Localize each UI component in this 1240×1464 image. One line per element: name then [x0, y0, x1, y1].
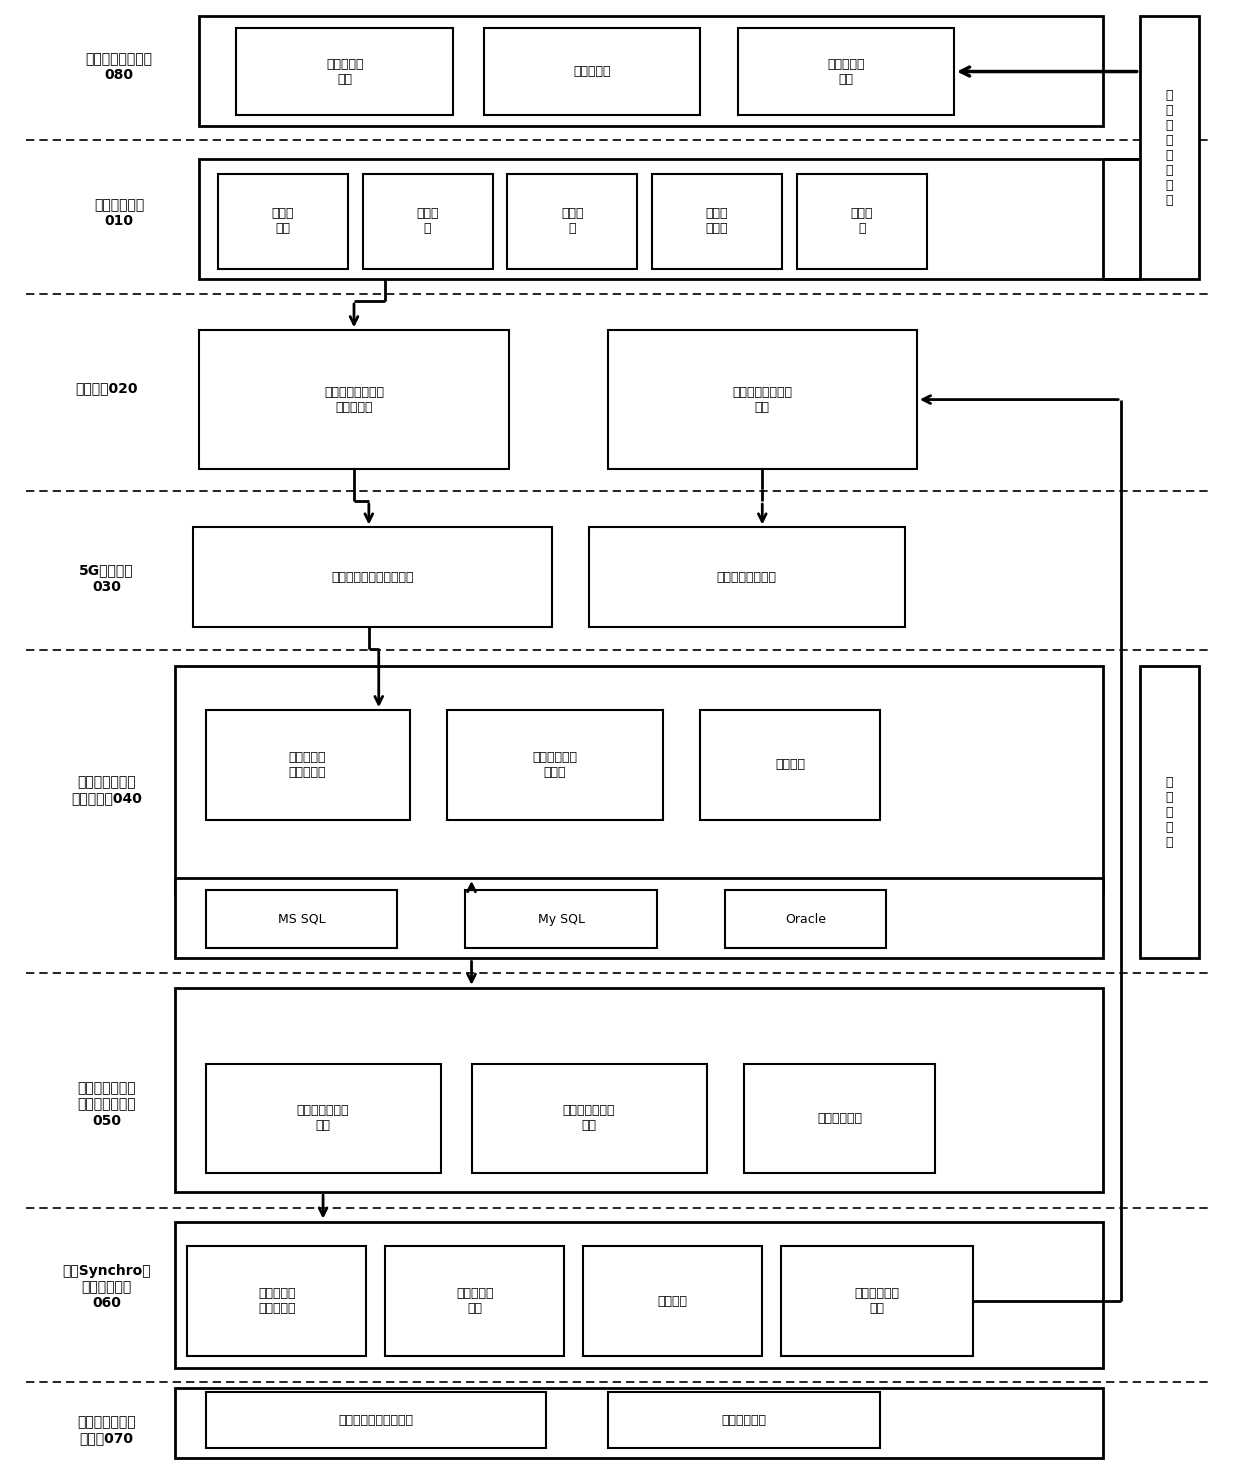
- Text: 路网各段道路信息测量: 路网各段道路信息测量: [339, 1414, 413, 1427]
- Text: 读入交通量
及路网模型: 读入交通量 及路网模型: [258, 1287, 295, 1315]
- Text: 数据库信息自动
读入: 数据库信息自动 读入: [296, 1104, 350, 1133]
- Bar: [206, 710, 409, 820]
- Bar: [206, 1064, 440, 1173]
- Text: 预测结果存储: 预测结果存储: [817, 1113, 862, 1124]
- Text: My SQL: My SQL: [538, 912, 585, 925]
- Bar: [608, 1392, 880, 1448]
- Bar: [200, 16, 1102, 126]
- Text: 训练交通量预测
模型: 训练交通量预测 模型: [563, 1104, 615, 1133]
- Bar: [175, 666, 1102, 893]
- Text: 单
路
口
交
通
信
号
灯: 单 路 口 交 通 信 号 灯: [1166, 88, 1173, 206]
- Bar: [193, 527, 552, 627]
- Bar: [744, 1064, 935, 1173]
- Bar: [218, 174, 347, 269]
- Text: 交通信号控制单元
080: 交通信号控制单元 080: [86, 53, 153, 82]
- Text: 云
端
服
务
器: 云 端 服 务 器: [1166, 776, 1173, 849]
- Text: Oracle: Oracle: [785, 912, 826, 925]
- Text: 区域路网模型建
立单元070: 区域路网模型建 立单元070: [77, 1416, 136, 1445]
- Text: 时间信
息: 时间信 息: [417, 208, 439, 236]
- Text: 仿真计算: 仿真计算: [657, 1294, 688, 1307]
- Bar: [384, 1246, 564, 1356]
- Bar: [206, 1392, 546, 1448]
- Bar: [608, 331, 916, 468]
- Bar: [446, 710, 663, 820]
- Text: 信号灯自动
控制: 信号灯自动 控制: [326, 57, 363, 85]
- Bar: [797, 174, 926, 269]
- Bar: [206, 890, 397, 949]
- Bar: [701, 710, 880, 820]
- Bar: [725, 890, 887, 949]
- Bar: [507, 174, 637, 269]
- Text: 交通量
图像: 交通量 图像: [272, 208, 294, 236]
- Text: 下载仿真计算结果: 下载仿真计算结果: [717, 571, 776, 584]
- Text: 多路口图像
及信息汇总: 多路口图像 及信息汇总: [289, 751, 326, 779]
- Bar: [589, 527, 904, 627]
- Text: 信息采集单元
010: 信息采集单元 010: [94, 198, 144, 228]
- Text: 存储单元020: 存储单元020: [76, 382, 138, 395]
- Text: 仿真计算控制结果
读写: 仿真计算控制结果 读写: [733, 385, 792, 413]
- Text: 基于Synchro的
仿真计算单元
060: 基于Synchro的 仿真计算单元 060: [62, 1263, 151, 1310]
- Bar: [1140, 16, 1199, 280]
- Bar: [200, 160, 1102, 280]
- Bar: [652, 174, 782, 269]
- Text: MS SQL: MS SQL: [278, 912, 325, 925]
- Bar: [781, 1246, 972, 1356]
- Text: 基于深度学习的
交通量预测单元
050: 基于深度学习的 交通量预测单元 050: [77, 1082, 136, 1127]
- Bar: [738, 28, 954, 116]
- Text: 单路口图像及环境
信息自存储: 单路口图像及环境 信息自存储: [324, 385, 384, 413]
- Bar: [583, 1246, 763, 1356]
- Bar: [237, 28, 453, 116]
- Text: 特殊事
件: 特殊事 件: [851, 208, 873, 236]
- Text: 路网模型建立: 路网模型建立: [722, 1414, 766, 1427]
- Bar: [1140, 666, 1199, 959]
- Bar: [175, 878, 1102, 959]
- Text: 环境信
息: 环境信 息: [562, 208, 584, 236]
- Bar: [175, 988, 1102, 1192]
- Text: 及时上传路口信息与图像: 及时上传路口信息与图像: [331, 571, 414, 584]
- Bar: [484, 28, 701, 116]
- Bar: [187, 1246, 366, 1356]
- Bar: [465, 890, 657, 949]
- Text: 数据读写: 数据读写: [775, 758, 805, 772]
- Text: 主要交叉口
筛选: 主要交叉口 筛选: [456, 1287, 494, 1315]
- Bar: [175, 1221, 1102, 1367]
- Text: 显示屏控制: 显示屏控制: [573, 64, 611, 78]
- Text: 指令接收及
处理: 指令接收及 处理: [827, 57, 864, 85]
- Text: 信息图像处理
及分类: 信息图像处理 及分类: [532, 751, 578, 779]
- Text: 行人通
行图像: 行人通 行图像: [706, 208, 728, 236]
- Text: 5G通信单元
030: 5G通信单元 030: [79, 564, 134, 594]
- Text: 仿真计算结果
存储: 仿真计算结果 存储: [854, 1287, 899, 1315]
- Bar: [200, 331, 508, 468]
- Text: 云端数据处理及
数据库单元040: 云端数据处理及 数据库单元040: [71, 776, 143, 805]
- Bar: [362, 174, 492, 269]
- Bar: [175, 1388, 1102, 1458]
- Bar: [471, 1064, 707, 1173]
